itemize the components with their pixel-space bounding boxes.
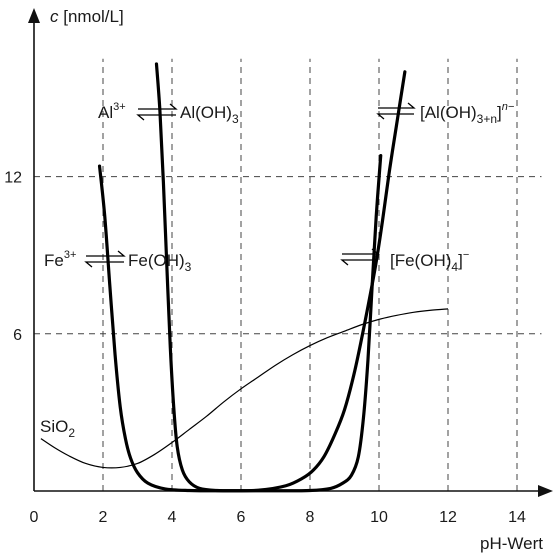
y-tick-label: 12 xyxy=(4,170,22,187)
y-axis-unit: [nmol/L] xyxy=(63,7,123,26)
annotation-fe-left: Fe3+ Fe(OH)3 xyxy=(44,249,192,274)
series-line-sio2 xyxy=(40,308,449,469)
y-axis-arrow xyxy=(28,8,40,23)
fe-right-to: [Fe(OH)4]− xyxy=(390,249,469,274)
sio2-label: SiO2 xyxy=(40,417,75,440)
annotation-al-left: Al3+ Al(OH)3 xyxy=(98,101,239,126)
fe-left-equilibrium-arrow xyxy=(84,250,126,268)
x-tick-label: 2 xyxy=(99,509,108,526)
x-tick-label: 4 xyxy=(168,509,177,526)
fe-left-to: Fe(OH)3 xyxy=(128,251,192,274)
x-tick-label: 0 xyxy=(30,509,39,526)
al-left-equilibrium-arrow xyxy=(136,103,178,121)
y-tick-label: 6 xyxy=(13,327,22,344)
x-axis-title: pH-Wert xyxy=(480,534,543,553)
series-line-fe xyxy=(97,70,407,493)
al-right-equilibrium-arrow xyxy=(376,102,416,120)
x-tick-label: 6 xyxy=(237,509,246,526)
y-axis-title: c [nmol/L] xyxy=(50,7,124,26)
x-tick-label: 12 xyxy=(439,509,457,526)
series-layer xyxy=(40,62,449,493)
annotation-fe-right: [Fe(OH)4]− xyxy=(340,248,469,274)
x-tick-label: 14 xyxy=(508,509,526,526)
x-tick-label: 8 xyxy=(306,509,315,526)
tick-labels: 0 2 4 6 8 10 12 14 6 12 xyxy=(4,170,526,526)
al-left-from: Al3+ xyxy=(98,101,126,122)
y-axis-symbol: c xyxy=(50,7,59,26)
al-right-to: [Al(OH)3+n]n− xyxy=(420,101,515,126)
fe-left-from: Fe3+ xyxy=(44,249,76,270)
x-axis-arrow xyxy=(538,485,553,497)
annotation-al-right: [Al(OH)3+n]n− xyxy=(376,101,515,126)
grid-lines xyxy=(34,58,542,491)
fe-right-equilibrium-arrow xyxy=(340,248,380,266)
x-tick-label: 10 xyxy=(370,509,388,526)
series-line-al xyxy=(154,62,383,493)
al-left-to: Al(OH)3 xyxy=(180,103,239,126)
